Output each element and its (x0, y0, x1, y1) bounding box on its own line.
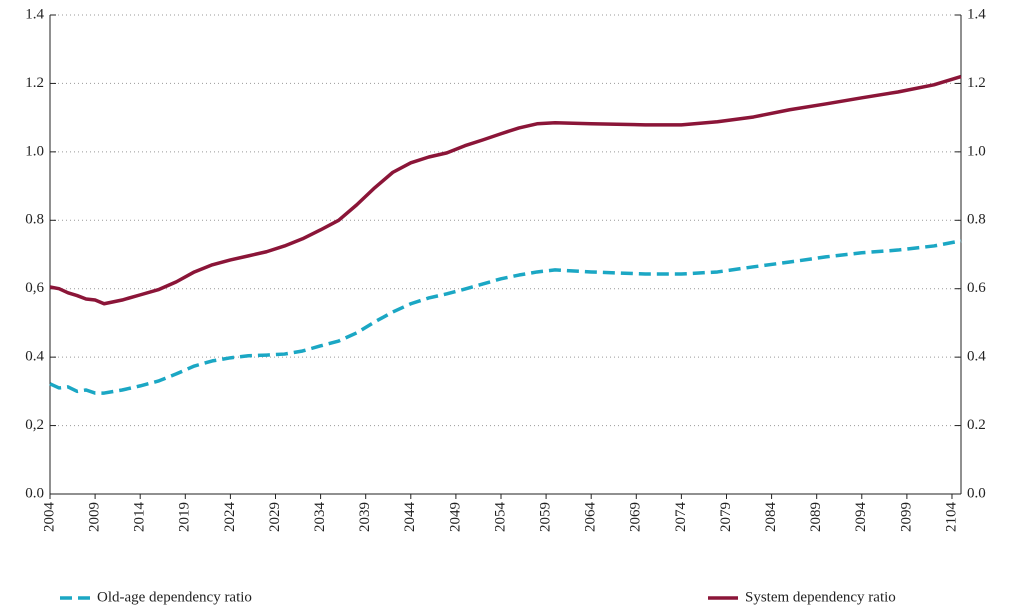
y-tick-label: 1.0 (25, 143, 44, 159)
y-tick-label: 0,2 (25, 417, 44, 433)
x-tick-label: 2049 (447, 502, 463, 532)
y2-tick-label: 0.0 (967, 485, 986, 501)
x-tick-label: 2054 (492, 502, 508, 533)
y-tick-label: 0.8 (25, 212, 44, 228)
y2-tick-label: 0.2 (967, 417, 986, 433)
x-tick-label: 2104 (943, 502, 959, 533)
x-tick-label: 2019 (177, 502, 193, 532)
x-tick-label: 2044 (402, 502, 418, 533)
x-tick-label: 2079 (718, 502, 734, 532)
y2-tick-label: 1.0 (967, 143, 986, 159)
x-tick-label: 2074 (673, 502, 689, 533)
x-tick-label: 2069 (628, 502, 644, 532)
x-tick-label: 2024 (222, 502, 238, 533)
x-tick-label: 2089 (808, 502, 824, 532)
x-tick-label: 2099 (898, 502, 914, 532)
y2-tick-label: 1.2 (967, 75, 986, 91)
y-tick-label: 0.4 (25, 349, 44, 365)
x-tick-label: 2094 (853, 502, 869, 533)
x-tick-label: 2004 (41, 502, 57, 533)
x-tick-label: 2014 (132, 502, 148, 533)
series-line (49, 239, 962, 395)
x-tick-label: 2034 (312, 502, 328, 533)
y2-tick-label: 0.6 (967, 280, 986, 296)
x-tick-label: 2084 (763, 502, 779, 533)
y-tick-label: 0.0 (25, 485, 44, 501)
x-tick-label: 2029 (267, 502, 283, 532)
y-tick-label: 1.2 (25, 75, 44, 91)
x-tick-label: 2009 (87, 502, 103, 532)
legend-label: Old-age dependency ratio (97, 589, 252, 605)
x-tick-label: 2059 (538, 502, 554, 532)
legend-label: System dependency ratio (745, 589, 896, 605)
y2-tick-label: 0.4 (967, 349, 986, 365)
y2-tick-label: 0.8 (967, 212, 986, 228)
x-tick-label: 2064 (583, 502, 599, 533)
x-tick-label: 2039 (357, 502, 373, 532)
y-tick-label: 0,6 (25, 280, 44, 296)
y2-tick-label: 1.4 (967, 6, 986, 22)
y-tick-label: 1.4 (25, 6, 44, 22)
series-line (49, 74, 962, 306)
